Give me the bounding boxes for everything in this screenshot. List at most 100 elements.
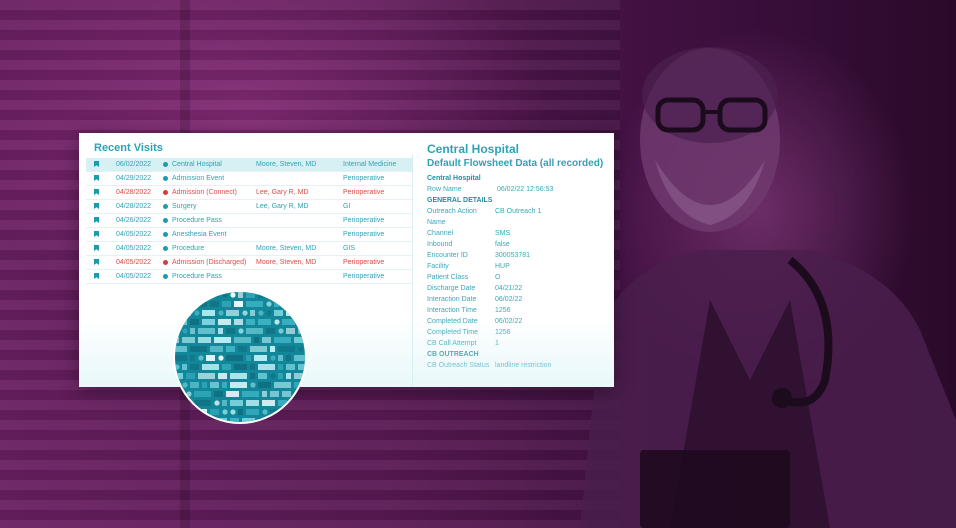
status-dot [163,246,168,251]
detail-value: landline restriction [495,362,552,369]
visit-department: Admission Event [172,175,225,182]
detail-value: 1 [495,340,499,347]
detail-label: CB Outreach Status [427,362,490,369]
detail-section-title: CB OUTREACH [427,351,479,358]
detail-label: Interaction Date [427,296,477,303]
status-dot [163,260,168,265]
detail-label: Completed Time [427,329,478,336]
detail-value: CB Outreach 1 [495,208,542,215]
status-dot [163,176,168,181]
status-dot [163,274,168,279]
visit-service: GIS [343,245,356,252]
visit-date: 04/05/2022 [116,245,152,252]
visit-row[interactable]: 04/26/2022 Procedure Pass Perioperative [86,214,412,228]
detail-section-title: GENERAL DETAILS [427,197,493,204]
visit-service: Perioperative [343,217,385,224]
visit-row[interactable]: 04/05/2022 Admission (Discharged) Moore, S… [86,256,412,270]
detail-value: 300053781 [495,252,531,259]
visit-date: 04/05/2022 [116,259,152,266]
visit-department: Procedure [172,245,205,252]
visit-row[interactable]: 04/28/2022 Surgery Lee, Gary R, MD GI [86,200,412,214]
visit-row[interactable]: 06/02/2022 Central Hospital Moore, Steven,… [86,158,412,172]
visit-department: Surgery [172,203,197,210]
recent-visits-list: 06/02/2022 Central Hospital Moore, Steven,… [86,158,412,284]
detail-row: Channel SMS [427,228,607,239]
bookmark-icon[interactable] [94,273,99,279]
detail-value: 1256 [495,329,511,336]
visit-service: Internal Medicine [343,161,397,168]
bookmark-icon[interactable] [94,175,99,181]
detail-label: Row Name [427,186,462,193]
detail-value: 06/02/22 [495,296,523,303]
detail-title: Central Hospital [427,142,520,156]
visit-row[interactable]: 04/29/2022 Admission Event Perioperative [86,172,412,186]
flowsheet-details: Central Hospital Row Name 06/02/22 12:56… [427,173,607,371]
detail-row: Discharge Date 04/21/22 [427,283,607,294]
detail-label: Encounter ID [427,252,468,259]
detail-row: Completed Date 06/02/22 [427,316,607,327]
visit-provider: Lee, Gary R, MD [256,189,309,196]
visit-date: 04/28/2022 [116,203,152,210]
visit-provider: Moore, Steven, MD [256,161,317,168]
visit-date: 04/26/2022 [116,217,152,224]
detail-label: Completed Date [427,318,478,325]
status-dot [163,232,168,237]
detail-row: Outreach Action Name CB Outreach 1 [427,206,607,228]
detail-row: Interaction Time 1256 [427,305,607,316]
detail-row: CB Call Attempt 1 [427,338,607,349]
visit-row[interactable]: 04/28/2022 Admission (Connect) Lee, Gary R… [86,186,412,200]
status-dot [163,204,168,209]
visit-provider: Moore, Steven, MD [256,245,317,252]
visit-department: Procedure Pass [172,273,222,280]
detail-subtitle: Default Flowsheet Data (all recorded) [427,158,604,169]
detail-row: Encounter ID 300053781 [427,250,607,261]
visit-service: Perioperative [343,231,385,238]
detail-value: 04/21/22 [495,285,523,292]
detail-value: false [495,241,510,248]
detail-row: Patient Class O [427,272,607,283]
detail-value: 06/02/22 12:56:53 [496,186,554,193]
visit-row[interactable]: 04/05/2022 Procedure Pass Perioperative [86,270,412,284]
detail-header: Central Hospital [427,175,481,182]
detail-label: CB Call Attempt [427,340,477,347]
detail-label: Facility [427,263,449,270]
visit-date: 04/05/2022 [116,231,152,238]
visit-department: Procedure Pass [172,217,222,224]
bookmark-icon[interactable] [94,161,99,167]
visit-row[interactable]: 04/05/2022 Procedure Moore, Steven, MD GIS [86,242,412,256]
detail-value: 06/02/22 [495,318,523,325]
visit-provider: Lee, Gary R, MD [256,203,309,210]
visit-date: 04/05/2022 [116,273,152,280]
visit-date: 06/02/2022 [116,161,152,168]
visit-row[interactable]: 04/05/2022 Anesthesia Event Perioperative [86,228,412,242]
visit-department: Anesthesia Event [172,231,227,238]
detail-sections: GENERAL DETAILS Outreach Action Name CB Ou… [427,195,607,371]
bookmark-icon[interactable] [94,217,99,223]
panel-divider [412,155,413,387]
detail-row: CB Outreach Status landline restriction [427,360,607,371]
detail-label: Inbound [427,241,453,248]
detail-value: 1256 [495,307,511,314]
bookmark-icon[interactable] [94,245,99,251]
doctor-photo [580,47,956,528]
visit-service: Perioperative [343,273,385,280]
bookmark-icon[interactable] [94,189,99,195]
detail-row: Interaction Date 06/02/22 [427,294,607,305]
detail-value: SMS [495,230,511,237]
status-dot [163,190,168,195]
bookmark-icon[interactable] [94,259,99,265]
bookmark-icon[interactable] [94,231,99,237]
ehr-panel: Recent Visits 06/02/2022 Central Hospital… [79,133,614,387]
visit-department: Admission (Discharged) [172,259,247,266]
visit-service: Perioperative [343,189,385,196]
detail-label: Interaction Time [427,307,477,314]
visit-department: Central Hospital [172,161,222,168]
detail-row: Inbound false [427,239,607,250]
visit-date: 04/29/2022 [116,175,152,182]
status-dot [163,218,168,223]
detail-row: Row Name 06/02/22 12:56:53 [427,184,607,195]
bookmark-icon[interactable] [94,203,99,209]
detail-value: HUP [495,263,510,270]
detail-label: Outreach Action Name [427,208,477,226]
visit-date: 04/28/2022 [116,189,152,196]
